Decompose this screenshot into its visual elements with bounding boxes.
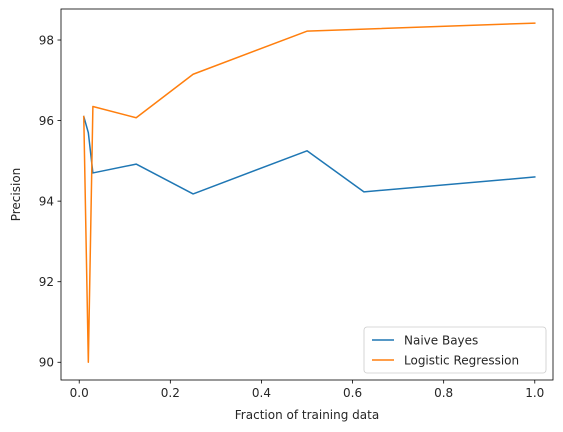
plot-frame — [60, 8, 554, 381]
legend-label-0: Naive Bayes — [404, 333, 478, 347]
y-tick-label-4: 98 — [39, 33, 54, 47]
series-line-1 — [83, 22, 536, 364]
y-tick-label-3: 96 — [39, 114, 54, 128]
y-tick-label-0: 90 — [39, 356, 54, 370]
x-axis: 0.0 0.2 0.4 0.6 0.8 1.0 — [70, 380, 544, 400]
x-tick-label-5: 1.0 — [525, 386, 544, 400]
y-tick-label-1: 92 — [39, 275, 54, 289]
y-axis-label: Precision — [9, 168, 23, 222]
x-tick-label-1: 0.2 — [161, 386, 180, 400]
legend-label-1: Logistic Regression — [404, 353, 519, 367]
x-axis-label: Fraction of training data — [235, 408, 379, 422]
x-tick-label-3: 0.6 — [343, 386, 362, 400]
x-tick-label-4: 0.8 — [434, 386, 453, 400]
legend-box — [363, 326, 547, 374]
legend: Naive Bayes Logistic Regression — [363, 326, 547, 374]
x-tick-label-0: 0.0 — [70, 386, 89, 400]
y-axis: 90 92 94 96 98 — [39, 33, 61, 370]
y-tick-label-2: 94 — [39, 194, 54, 208]
x-tick-label-2: 0.4 — [252, 386, 271, 400]
series-line-0 — [82, 115, 536, 195]
series-layer — [82, 22, 536, 364]
